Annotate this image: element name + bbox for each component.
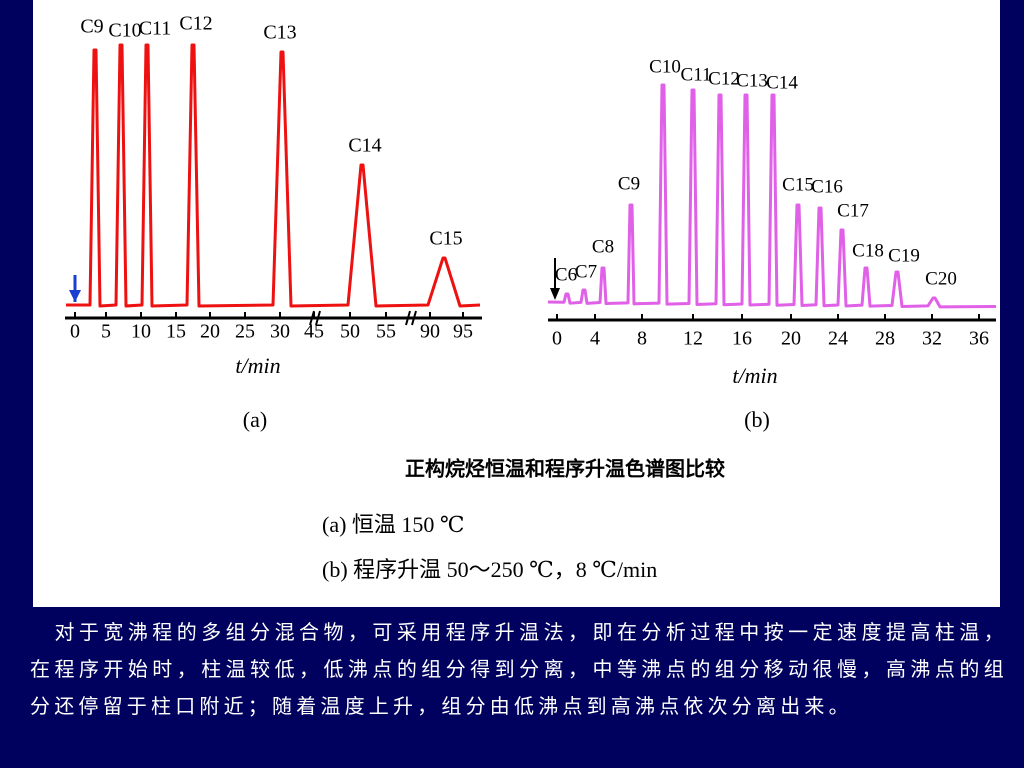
x-tick-label-a: 50 [340, 321, 360, 343]
peak-label-b: C18 [852, 240, 884, 261]
peak-label-b: C20 [925, 268, 957, 289]
peak-label-b: C11 [681, 64, 712, 85]
peak-label-a: C14 [348, 135, 381, 157]
peak-label-b: C8 [592, 236, 614, 257]
legend-a: (a) 恒温 150 ℃ [322, 512, 465, 537]
peak-label-a: C15 [429, 228, 462, 250]
peak-label-b: C13 [736, 70, 768, 91]
peak-label-b: C19 [888, 245, 920, 266]
x-tick-label-b: 0 [552, 328, 562, 350]
peak-label-a: C13 [263, 22, 296, 44]
peak-label-b: C10 [649, 56, 681, 77]
x-tick-label-a: 5 [101, 321, 111, 343]
x-tick-label-b: 12 [683, 328, 703, 350]
x-tick-label-a: 25 [235, 321, 255, 343]
injection-arrow-head [69, 290, 81, 302]
peak-label-b: C9 [618, 173, 640, 194]
legend-b: (b) 程序升温 50～250 ℃，8 ℃/min [322, 557, 657, 582]
x-tick-label-b: 24 [828, 328, 848, 350]
figure: t/min (a) t/min (b) 正构烷烃恒温和程序升温色谱图比较 (a)… [65, 13, 997, 582]
peak-label-a: C10 [108, 20, 141, 42]
x-tick-label-b: 8 [637, 328, 647, 350]
x-tick-label-a: 10 [131, 321, 151, 343]
x-tick-label-a: 55 [376, 321, 396, 343]
peak-label-b: C14 [766, 72, 798, 93]
x-tick-label-b: 36 [969, 328, 989, 350]
peak-label-b: C15 [782, 174, 814, 195]
peak-label-a: C11 [139, 18, 172, 40]
x-tick-label-b: 16 [732, 328, 752, 350]
peak-label-b: C6 [555, 264, 577, 285]
caption-b: (b) [744, 407, 770, 432]
axis-break [309, 310, 321, 326]
peak-label-a: C12 [179, 13, 212, 35]
x-tick-label-b: 20 [781, 328, 801, 350]
chromatogram-b [547, 83, 997, 309]
x-tick-label-a: 90 [420, 321, 440, 343]
x-label-b: t/min [732, 363, 777, 388]
injection-arrow-head-b [550, 288, 560, 300]
axis-break [405, 310, 417, 326]
x-tick-label-a: 0 [70, 321, 80, 343]
x-tick-label-a: 95 [453, 321, 473, 343]
x-tick-label-a: 20 [200, 321, 220, 343]
x-tick-label-b: 32 [922, 328, 942, 350]
peak-label-b: C12 [708, 68, 740, 89]
caption-a: (a) [243, 407, 267, 432]
x-tick-label-a: 15 [166, 321, 186, 343]
peak-label-b: C17 [837, 200, 869, 221]
chromatogram-a [66, 43, 481, 308]
paragraph: 对于宽沸程的多组分混合物，可采用程序升温法，即在分析过程中按一定速度提高柱温，在… [30, 620, 1008, 718]
peak-label-b: C16 [811, 176, 843, 197]
peak-label-a: C9 [80, 16, 103, 38]
figure-title: 正构烷烃恒温和程序升温色谱图比较 [405, 457, 725, 481]
peak-label-b: C7 [575, 261, 597, 282]
x-label-a: t/min [235, 353, 280, 378]
x-tick-label-b: 28 [875, 328, 895, 350]
x-tick-label-a: 30 [270, 321, 290, 343]
x-tick-label-b: 4 [590, 328, 600, 350]
x-tick-label-a: 45 [304, 321, 324, 343]
